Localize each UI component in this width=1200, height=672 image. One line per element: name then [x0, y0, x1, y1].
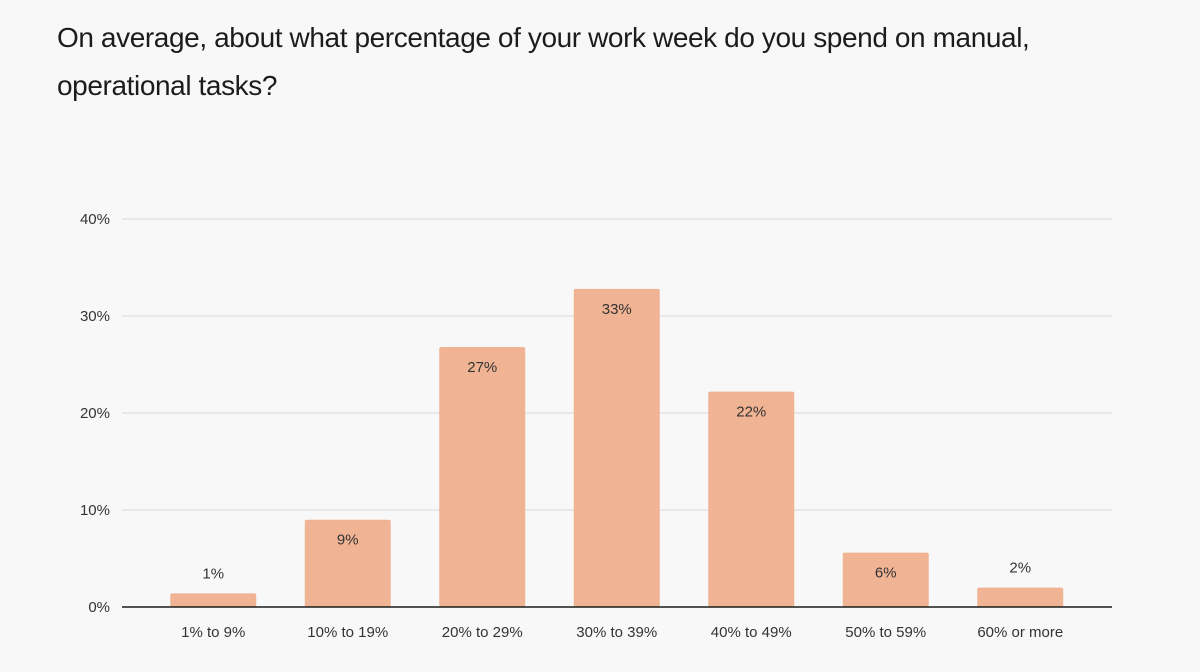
bar [977, 587, 1064, 607]
y-tick-label: 30% [80, 308, 110, 325]
x-tick-label: 40% to 49% [711, 624, 792, 641]
x-axis-tick-labels: 1% to 9% 10% to 19% 20% to 29% 30% to 39% 40… [181, 624, 1063, 641]
x-tick-label: 30% to 39% [576, 624, 657, 641]
y-tick-label: 40% [80, 211, 110, 228]
x-tick-label: 20% to 29% [442, 624, 523, 641]
bars [170, 288, 1064, 607]
data-labels: 1% 9% 27% 33% 22% 6% 2% [202, 301, 1031, 583]
bar-value-label: 1% [202, 565, 224, 582]
x-tick-label: 1% to 9% [181, 624, 245, 641]
y-tick-label: 20% [80, 405, 110, 422]
bar [708, 391, 795, 607]
bar-value-label: 33% [602, 301, 632, 318]
y-axis-tick-labels: 0% 10% 20% 30% 40% [80, 211, 110, 616]
y-tick-label: 0% [88, 599, 110, 616]
chart-title: On average, about what percentage of you… [57, 22, 1030, 101]
bar-value-label: 27% [467, 359, 497, 376]
bar [304, 519, 391, 607]
bar [170, 593, 257, 607]
bar [439, 347, 526, 607]
x-tick-label: 50% to 59% [845, 624, 926, 641]
y-tick-label: 10% [80, 502, 110, 519]
bar [842, 552, 929, 607]
bar-value-label: 9% [337, 532, 359, 549]
x-tick-label: 60% or more [977, 624, 1063, 641]
bar-value-label: 6% [875, 565, 897, 582]
bar-value-label: 2% [1009, 560, 1031, 577]
x-tick-label: 10% to 19% [307, 624, 388, 641]
bar-value-label: 22% [736, 404, 766, 421]
bar [573, 288, 660, 607]
